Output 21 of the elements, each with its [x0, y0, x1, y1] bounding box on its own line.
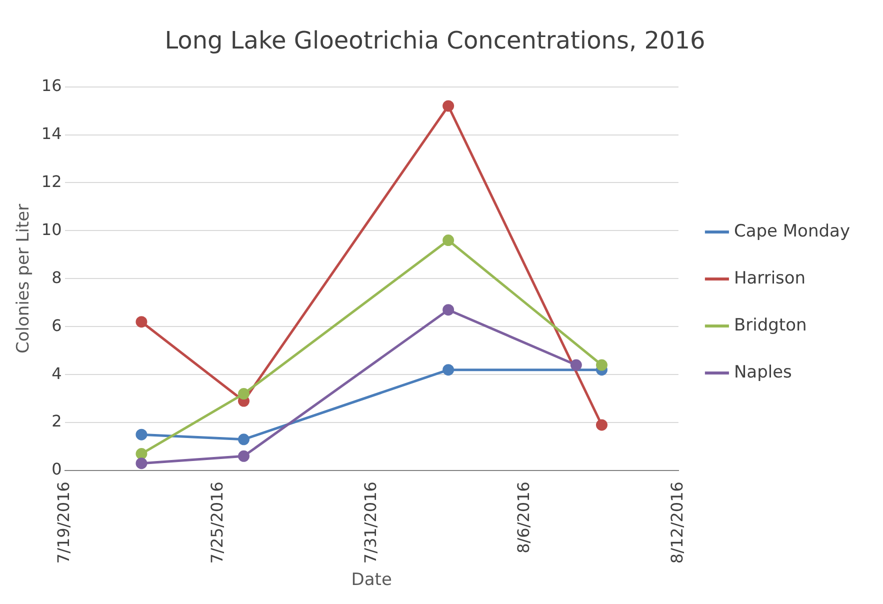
legend-label: Harrison [734, 268, 806, 288]
legend-label: Cape Monday [734, 221, 850, 242]
x-axis-title: Date [351, 570, 392, 590]
legend-label: Bridgton [734, 315, 807, 336]
y-tick-label: 14 [41, 124, 62, 143]
y-tick-label: 0 [52, 460, 62, 479]
y-tick-label: 2 [52, 412, 62, 431]
x-tick-label: 8/12/2016 [668, 482, 687, 564]
y-tick-label: 10 [41, 220, 62, 239]
y-axis-title: Colonies per Liter [14, 204, 34, 354]
x-tick-label: 7/25/2016 [207, 482, 226, 564]
y-tick-label: 16 [41, 76, 62, 95]
y-tick-label: 12 [41, 172, 62, 191]
y-tick-label: 4 [52, 364, 62, 383]
chart-title: Long Lake Gloeotrichia Concentrations, 2016 [164, 26, 706, 55]
legend-label: Naples [734, 362, 792, 382]
y-tick-label: 6 [52, 316, 62, 335]
x-tick-label: 8/6/2016 [514, 482, 534, 554]
x-tick-label: 7/19/2016 [54, 482, 73, 564]
x-tick-label: 7/31/2016 [360, 482, 380, 564]
y-tick-label: 8 [52, 268, 62, 287]
